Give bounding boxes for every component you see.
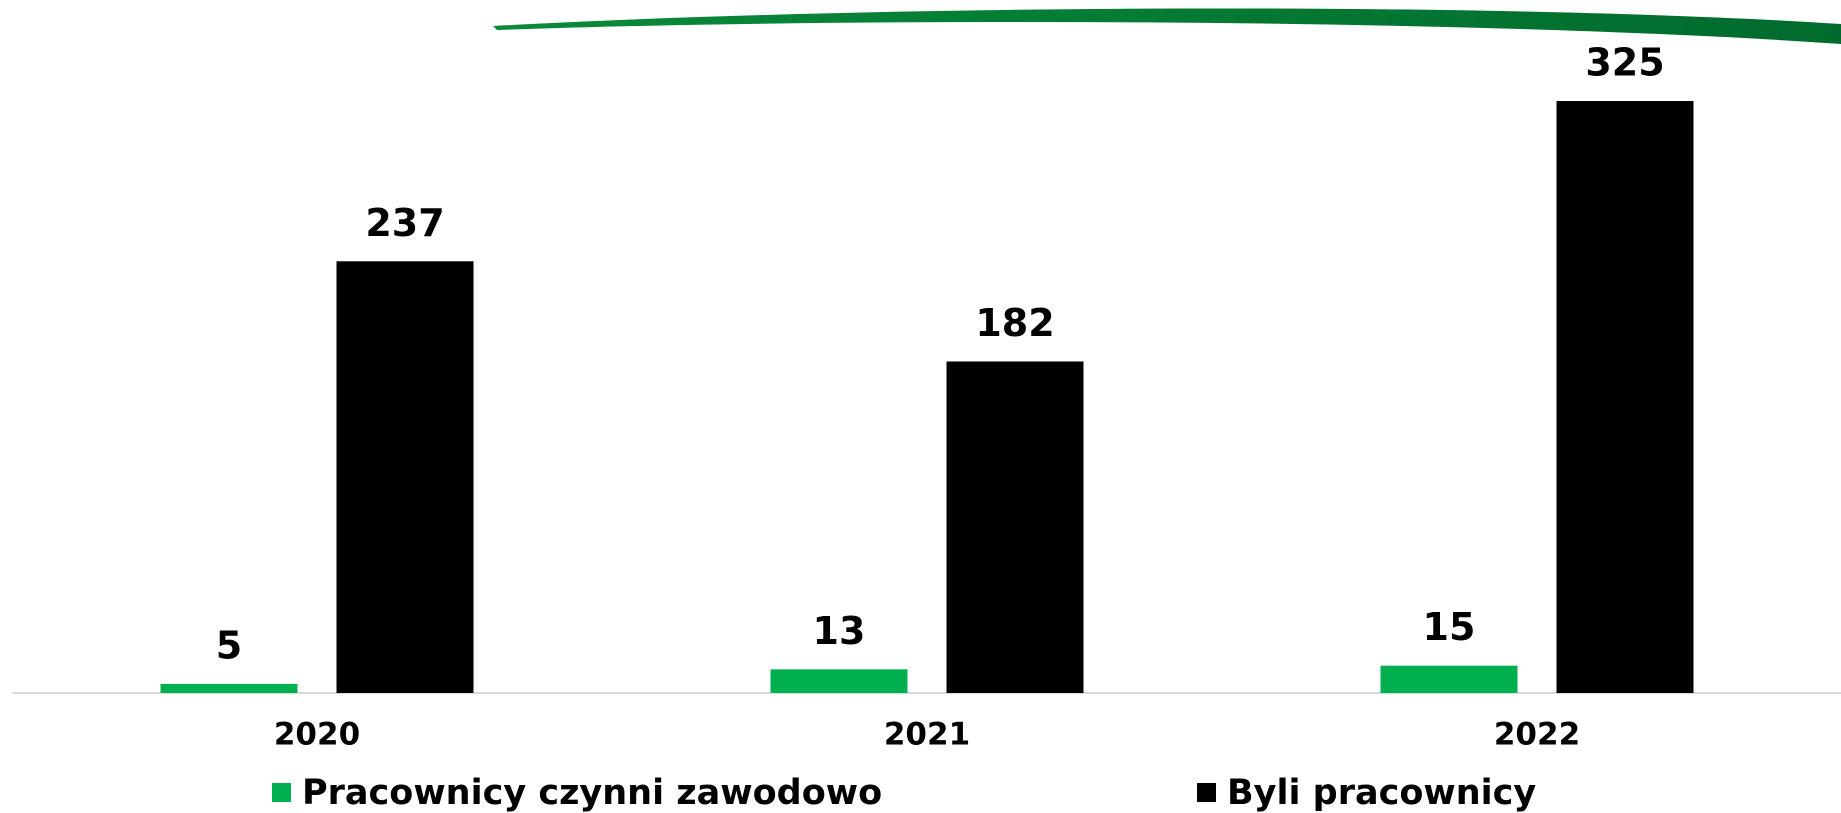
data-label: 325	[1585, 41, 1664, 85]
legend-swatch	[272, 783, 291, 802]
legend-swatch	[1197, 783, 1216, 802]
data-label: 13	[813, 609, 866, 653]
legend-label: Byli pracownicy	[1227, 773, 1536, 813]
x-tick-label: 2022	[1494, 717, 1580, 753]
data-label: 5	[216, 623, 242, 667]
data-label: 15	[1423, 605, 1476, 649]
x-tick-label: 2021	[884, 717, 970, 753]
bar	[336, 261, 474, 693]
data-label: 182	[975, 301, 1054, 345]
bar	[160, 683, 298, 693]
x-tick-label: 2020	[274, 717, 360, 753]
bar	[946, 361, 1084, 693]
header-swoosh	[493, 8, 1841, 44]
bar	[1380, 665, 1518, 693]
bar	[770, 669, 908, 693]
legend-label: Pracownicy czynni zawodowo	[302, 773, 882, 813]
data-label: 237	[365, 201, 444, 245]
bar	[1556, 101, 1694, 693]
